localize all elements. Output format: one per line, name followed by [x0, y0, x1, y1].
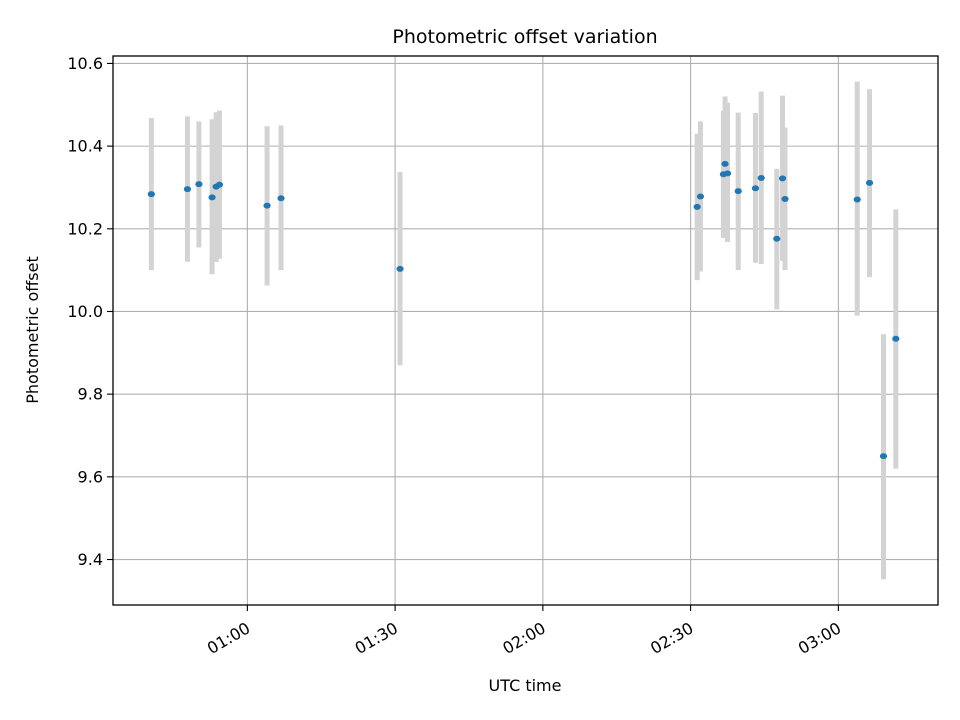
data-point — [773, 235, 781, 242]
data-point — [721, 160, 729, 167]
data-point — [879, 453, 888, 460]
y-tick-label: 10.0 — [67, 302, 103, 321]
y-tick-label: 10.2 — [67, 219, 103, 238]
y-tick-label: 9.6 — [78, 467, 103, 486]
data-point — [693, 203, 701, 210]
y-tick-label: 9.8 — [78, 385, 103, 404]
data-point — [396, 265, 404, 272]
data-point — [734, 188, 742, 195]
y-axis: 9.4 9.6 9.8 10.0 10.2 10.4 10.6 — [67, 54, 113, 569]
y-tick-label: 10.6 — [67, 54, 103, 73]
data-point — [263, 202, 271, 209]
data-point — [723, 170, 732, 177]
data-point — [277, 195, 285, 202]
data-point — [778, 175, 787, 182]
data-point — [183, 186, 192, 193]
data-point — [208, 194, 216, 201]
data-point — [757, 174, 765, 181]
data-point — [195, 181, 203, 188]
data-points — [147, 160, 900, 460]
plot-area — [113, 56, 938, 605]
data-point — [781, 196, 789, 203]
data-point — [865, 179, 874, 186]
data-point — [696, 193, 705, 200]
data-point — [892, 335, 900, 342]
chart-title: Photometric offset variation — [392, 26, 657, 48]
y-axis-label: Photometric offset — [23, 256, 42, 404]
grid — [113, 56, 938, 605]
y-tick-label: 9.4 — [78, 550, 103, 569]
data-point — [751, 185, 760, 192]
data-point — [147, 191, 155, 198]
data-point — [215, 181, 224, 188]
x-axis-label: UTC time — [489, 676, 562, 695]
y-tick-label: 10.4 — [67, 137, 103, 156]
data-point — [853, 196, 861, 203]
plot-frame — [112, 55, 939, 606]
